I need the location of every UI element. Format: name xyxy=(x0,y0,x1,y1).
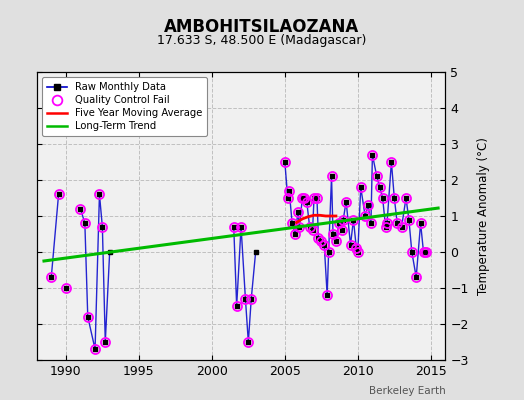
Text: AMBOHITSILAOZANA: AMBOHITSILAOZANA xyxy=(165,18,359,36)
Y-axis label: Temperature Anomaly (°C): Temperature Anomaly (°C) xyxy=(477,137,490,295)
Text: 17.633 S, 48.500 E (Madagascar): 17.633 S, 48.500 E (Madagascar) xyxy=(157,34,367,47)
Legend: Raw Monthly Data, Quality Control Fail, Five Year Moving Average, Long-Term Tren: Raw Monthly Data, Quality Control Fail, … xyxy=(42,77,207,136)
Text: Berkeley Earth: Berkeley Earth xyxy=(369,386,445,396)
